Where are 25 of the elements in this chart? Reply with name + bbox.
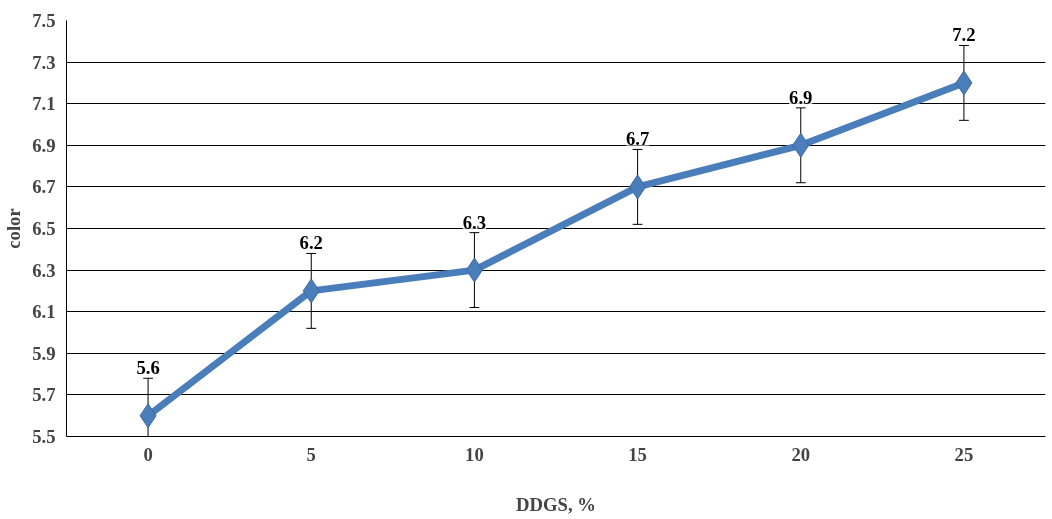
y-tick-label: 6.7 bbox=[32, 176, 56, 198]
x-axis-title: DDGS, % bbox=[516, 493, 596, 515]
x-tick-label: 20 bbox=[791, 443, 811, 465]
y-tick-label: 5.5 bbox=[32, 426, 56, 447]
y-tick-label: 6.3 bbox=[32, 259, 56, 281]
data-label: 6.3 bbox=[462, 211, 487, 233]
x-tick-label: 15 bbox=[628, 443, 647, 465]
x-tick-label: 5 bbox=[306, 443, 316, 465]
data-label: 5.6 bbox=[136, 357, 160, 379]
y-tick-label: 5.9 bbox=[32, 342, 56, 364]
y-axis-title: color bbox=[3, 208, 25, 249]
y-tick-label: 7.5 bbox=[32, 10, 56, 31]
y-tick-label: 6.5 bbox=[32, 218, 56, 239]
data-label: 6.9 bbox=[789, 86, 813, 108]
data-label: 7.2 bbox=[952, 24, 976, 46]
y-tick-label: 5.7 bbox=[32, 384, 56, 406]
y-tick-label: 6.9 bbox=[32, 134, 56, 156]
data-label: 6.2 bbox=[299, 232, 323, 254]
y-tick-label: 7.1 bbox=[32, 93, 56, 115]
data-label: 6.7 bbox=[625, 128, 650, 150]
y-tick-label: 7.3 bbox=[32, 51, 56, 73]
x-tick-label: 25 bbox=[954, 443, 974, 465]
x-tick-label: 0 bbox=[143, 443, 153, 465]
y-tick-label: 6.1 bbox=[32, 301, 56, 323]
x-tick-label: 10 bbox=[465, 443, 484, 465]
